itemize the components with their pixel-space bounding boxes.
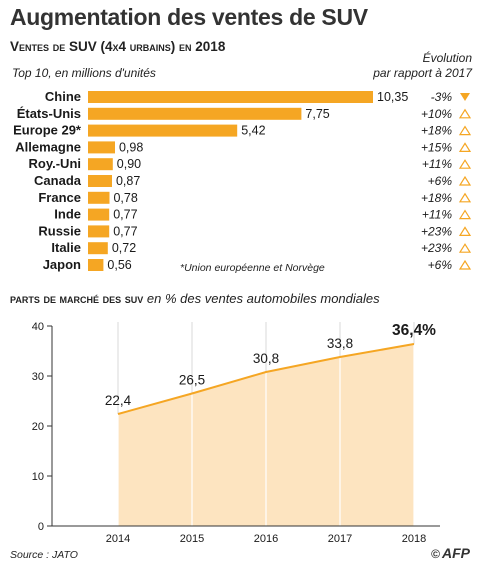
up-arrow-icon — [458, 125, 472, 136]
up-arrow-icon — [458, 226, 472, 236]
evolution-label: +18% — [421, 124, 452, 138]
data-label: 36,4% — [392, 322, 436, 339]
data-label: 22,4 — [105, 393, 132, 408]
x-tick-label: 2015 — [180, 533, 204, 545]
logo-text: AFP — [442, 545, 470, 561]
bar — [88, 225, 110, 238]
evolution-header-line2: par rapport à 2017 — [373, 66, 472, 80]
bar-value-label: 0,77 — [113, 208, 137, 222]
evolution-header: Évolution par rapport à 2017 — [373, 51, 472, 81]
data-label: 33,8 — [327, 336, 353, 351]
up-arrow-icon — [458, 209, 472, 220]
evolution-label: +6% — [428, 174, 453, 188]
bar-category-label: Europe 29* — [13, 123, 82, 138]
y-tick-label: 0 — [38, 521, 44, 533]
up-arrow-icon — [458, 243, 472, 253]
bar-chart-note: Top 10, en millions d'unités — [12, 66, 156, 80]
evolution-label: +11% — [422, 157, 452, 171]
bar — [88, 175, 112, 187]
x-tick-label: 2018 — [402, 533, 426, 545]
bar-category-label: Chine — [45, 89, 81, 104]
bar-value-label: 7,75 — [305, 107, 329, 121]
bar — [88, 141, 115, 154]
up-arrow-icon — [458, 192, 472, 203]
evolution-label: -3% — [431, 90, 453, 104]
line-chart-title: Parts de marché des SUV — [10, 291, 144, 306]
evolution-label: +6% — [428, 258, 453, 272]
x-tick-label: 2016 — [254, 533, 278, 545]
bar — [88, 191, 110, 204]
up-arrow-icon — [458, 259, 472, 270]
bar-category-label: Allemagne — [15, 139, 81, 154]
data-label: 26,5 — [179, 373, 205, 388]
chart-title: Augmentation des ventes de SUV — [10, 4, 368, 30]
evolution-label: +10% — [421, 107, 452, 121]
bar-value-label: 0,56 — [107, 258, 131, 272]
series-line — [117, 343, 415, 415]
bar-category-label: Canada — [34, 173, 82, 188]
x-tick-label: 2017 — [328, 533, 352, 545]
down-arrow-icon — [460, 93, 470, 101]
bar-chart-subtitle: Ventes de SUV (4x4 urbains) en 2018 — [10, 39, 226, 54]
data-label: 30,8 — [253, 351, 279, 366]
bar-value-label: 0,78 — [113, 191, 137, 205]
up-arrow-icon — [458, 175, 472, 186]
line-chart-subtitle: en % des ventes automobiles mondiales — [146, 291, 380, 306]
area-fill — [118, 344, 414, 526]
bar — [88, 208, 110, 221]
bar-category-label: Italie — [51, 240, 81, 255]
y-tick-label: 20 — [32, 421, 44, 433]
bar-value-label: 10,35 — [377, 90, 408, 104]
bar — [88, 242, 108, 255]
x-tick-label: 2014 — [106, 533, 130, 545]
bar-value-label: 0,72 — [112, 241, 136, 255]
bar-value-label: 0,90 — [117, 157, 141, 171]
bar — [88, 124, 238, 137]
bar-value-label: 0,87 — [116, 174, 140, 188]
evolution-label: +23% — [421, 224, 452, 238]
source-note: Source : JATO — [10, 549, 78, 561]
y-tick-label: 30 — [32, 371, 44, 383]
bar — [88, 107, 302, 120]
evolution-label: +11% — [422, 208, 452, 222]
bar-value-label: 0,98 — [119, 140, 143, 154]
copyright-icon: © — [431, 547, 440, 561]
bar — [88, 259, 104, 271]
bar-value-label: 0,77 — [113, 224, 137, 238]
evolution-label: +23% — [421, 241, 452, 255]
evolution-label: +15% — [421, 140, 452, 154]
up-arrow-icon — [458, 142, 472, 152]
line-chart-heading: Parts de marché des SUV en % des ventes … — [10, 291, 380, 306]
bar-category-label: Japon — [43, 257, 81, 272]
afp-logo: © AFP — [431, 545, 470, 561]
bar-value-label: 5,42 — [241, 124, 265, 138]
evolution-label: +18% — [421, 191, 452, 205]
bar — [88, 91, 373, 103]
bar-category-label: Roy.-Uni — [29, 156, 81, 171]
up-arrow-icon — [458, 159, 472, 169]
bar-category-label: États-Unis — [17, 106, 81, 121]
up-arrow-icon — [458, 108, 472, 119]
bar-category-label: Russie — [38, 223, 81, 238]
evolution-header-line1: Évolution — [422, 51, 472, 65]
bar-chart: Chine 10,35 -3% États-Unis 7,75 +10% Europe 29… — [13, 89, 472, 272]
bar-chart-footnote: *Union européenne et Norvège — [180, 262, 325, 274]
bar-category-label: Inde — [54, 207, 81, 222]
y-tick-label: 40 — [32, 321, 44, 333]
y-tick-label: 10 — [32, 471, 44, 483]
bar — [88, 158, 113, 171]
bar-category-label: France — [38, 190, 81, 205]
